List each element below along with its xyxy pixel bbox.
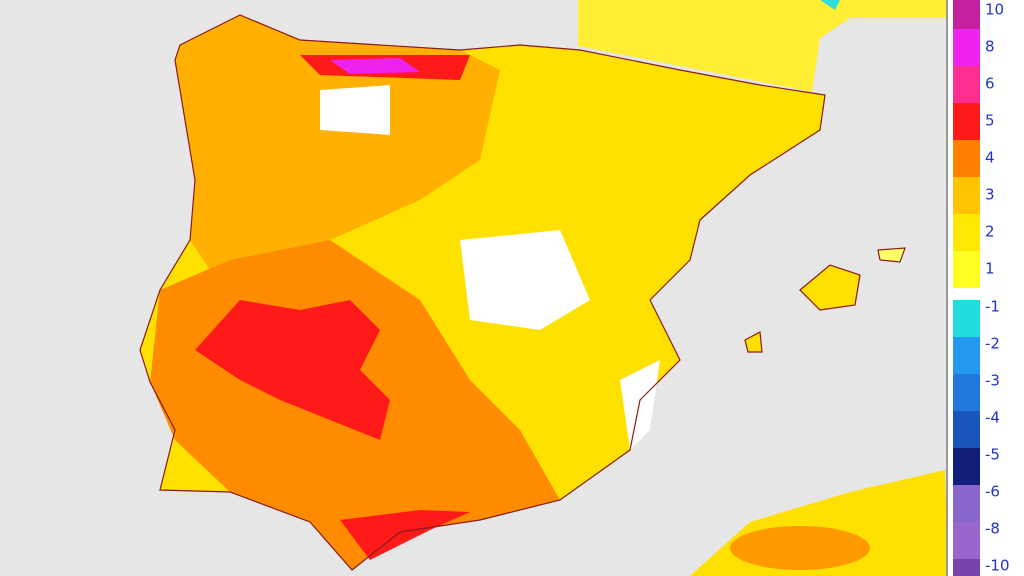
legend-label: 6 [985, 75, 995, 93]
south-hot [340, 510, 470, 560]
north-cool [320, 85, 390, 135]
legend-swatch [953, 177, 980, 214]
legend-swatch [953, 522, 980, 559]
legend-swatch [953, 411, 980, 448]
mallorca [799, 264, 861, 311]
legend-label: -6 [985, 483, 1000, 501]
cold-patch [820, 0, 840, 10]
legend: 10 8 6 5 4 3 2 1 -1 -2 -3 -4 -5 -6 -8 -10 [953, 0, 1010, 576]
legend-swatch [953, 0, 980, 29]
legend-label: -2 [985, 335, 1000, 353]
legend-label: -4 [985, 409, 1000, 427]
legend-label: -1 [985, 298, 1000, 316]
legend-swatch [953, 29, 980, 66]
legend-swatch [953, 66, 980, 103]
legend-label: -8 [985, 520, 1000, 538]
legend-swatch [953, 140, 980, 177]
center-cool [460, 230, 590, 330]
cantabria-extreme [330, 58, 420, 74]
legend-swatch [953, 448, 980, 485]
legend-label: 1 [985, 260, 995, 278]
hot-core [195, 300, 390, 440]
legend-label: 2 [985, 223, 995, 241]
legend-swatch [953, 374, 980, 411]
france [578, 0, 948, 92]
ibiza [744, 331, 763, 353]
coastline [139, 14, 826, 571]
legend-label: 3 [985, 186, 995, 204]
legend-swatch [953, 251, 980, 288]
legend-swatch [953, 485, 980, 522]
legend-label: 10 [985, 1, 1004, 19]
legend-label: -5 [985, 446, 1000, 464]
east-cool [620, 360, 660, 450]
legend-swatch [953, 337, 980, 374]
legend-label: 4 [985, 149, 995, 167]
legend-swatch [953, 103, 980, 140]
legend-label: 5 [985, 112, 995, 130]
africa-warm [730, 526, 870, 570]
legend-label: -10 [985, 557, 1010, 575]
menorca [877, 247, 906, 263]
legend-swatch [953, 214, 980, 251]
legend-label: -3 [985, 372, 1000, 390]
legend-swatch [953, 559, 980, 576]
legend-swatch [953, 300, 980, 337]
land [139, 0, 948, 576]
legend-label: 8 [985, 38, 995, 56]
northwest-warm [175, 15, 500, 300]
